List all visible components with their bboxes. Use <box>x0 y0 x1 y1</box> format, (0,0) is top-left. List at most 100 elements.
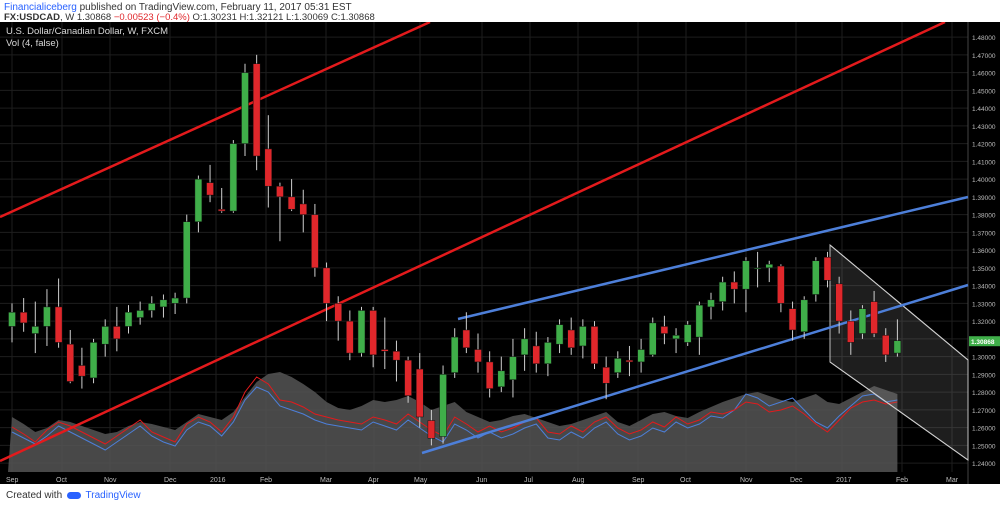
open-value: O:1.30231 <box>192 12 237 23</box>
y-tick-label: 1.36000 <box>972 248 996 255</box>
x-tick-label: Nov <box>104 477 117 484</box>
candle-body <box>54 306 63 343</box>
y-tick-label: 1.30000 <box>972 355 996 362</box>
last-price: 1.30868 <box>76 12 112 23</box>
chart-legend: U.S. Dollar/Canadian Dollar, W, FXCM Vol… <box>6 26 168 50</box>
candle-body <box>777 265 785 304</box>
candle-body <box>287 196 296 210</box>
candle-body <box>718 281 727 302</box>
high-value: H:1.32121 <box>239 12 284 23</box>
candle-body <box>427 420 436 439</box>
x-tick-label: Mar <box>946 477 959 484</box>
author-link[interactable]: Financialiceberg <box>4 2 77 13</box>
x-tick-label: 2016 <box>210 477 226 484</box>
x-tick-label: Aug <box>572 477 585 484</box>
x-tick-label: Feb <box>896 477 908 484</box>
candle-body <box>765 264 773 269</box>
candle-body <box>229 143 238 212</box>
legend-volume: Vol (4, false) <box>6 38 59 49</box>
candle-body <box>311 214 319 269</box>
candle-body <box>136 310 144 318</box>
chart-area[interactable]: 1.24000 1.25000 1.26000 1.27000 1.28000 1.290… <box>0 20 1000 484</box>
descending-channel-upper <box>829 244 969 361</box>
candle-body <box>695 304 704 338</box>
candle-body <box>462 329 471 348</box>
candle-body <box>416 368 424 418</box>
y-tick-label: 1.41000 <box>972 159 996 166</box>
candle-body <box>322 267 331 304</box>
y-tick-label: 1.37000 <box>972 230 996 237</box>
candle-body <box>299 203 307 215</box>
candle-body <box>334 303 342 322</box>
candle-body <box>19 311 28 324</box>
candle-body <box>520 338 529 356</box>
candle-body <box>252 63 261 157</box>
candle-body <box>637 349 645 363</box>
y-tick-label: 1.45000 <box>972 88 996 95</box>
x-tick-label: Oct <box>680 477 691 484</box>
y-tick-label: 1.26000 <box>972 426 996 433</box>
candle-body <box>89 342 98 379</box>
candle-body <box>159 299 168 308</box>
candle-body <box>823 256 832 281</box>
candle-body <box>753 267 762 270</box>
candle-body <box>555 324 564 345</box>
descending-channel-lower <box>829 361 969 461</box>
candle-body <box>8 311 16 327</box>
candle-body <box>625 359 634 363</box>
x-tick-label: Jul <box>524 477 533 484</box>
publish-header: Financialiceberg published on TradingVie… <box>0 0 1000 23</box>
x-tick-label: Jun <box>476 477 487 484</box>
y-tick-label: 1.47000 <box>972 53 996 60</box>
blue-channel-upper-line <box>457 195 969 321</box>
candle-body <box>357 310 366 354</box>
y-tick-label: 1.46000 <box>972 71 996 78</box>
y-tick-label: 1.32000 <box>972 319 996 326</box>
y-tick-label: 1.48000 <box>972 35 996 42</box>
publish-info: Financialiceberg published on TradingVie… <box>4 2 352 13</box>
candle-body <box>404 359 412 396</box>
price-chart[interactable]: 1.24000 1.25000 1.26000 1.27000 1.28000 1.290… <box>0 20 1000 484</box>
x-tick-label: Mar <box>320 477 333 484</box>
x-tick-label: Feb <box>260 477 272 484</box>
candle-body <box>241 72 249 144</box>
low-value: L:1.30069 <box>286 12 329 23</box>
candle-body <box>730 281 739 290</box>
candle-body <box>485 361 494 389</box>
candle-body <box>672 335 680 340</box>
candle-body <box>567 329 575 348</box>
candle-body <box>392 351 401 361</box>
created-with-label: Created with <box>6 490 63 501</box>
candle-body <box>217 209 226 212</box>
tradingview-link[interactable]: TradingView <box>85 490 141 501</box>
y-tick-label: 1.34000 <box>972 284 996 291</box>
y-tick-label: 1.28000 <box>972 390 996 397</box>
candle-body <box>124 311 133 327</box>
y-tick-label: 1.42000 <box>972 142 996 149</box>
y-tick-label: 1.25000 <box>972 443 996 450</box>
y-tick-label: 1.38000 <box>972 213 996 220</box>
candle-body <box>264 148 273 187</box>
candle-body <box>683 324 692 343</box>
candle-body <box>579 326 587 347</box>
x-tick-label: Apr <box>368 477 380 484</box>
x-tick-label: Nov <box>740 477 753 484</box>
price-change: −0.00523 (−0.4%) <box>113 12 190 23</box>
close-value: C:1.30868 <box>330 12 375 23</box>
candle-body <box>439 374 447 437</box>
candle-body <box>870 301 878 334</box>
candle-body <box>602 367 610 384</box>
legend-title: U.S. Dollar/Canadian Dollar, W, FXCM <box>6 26 169 37</box>
x-tick-label: Dec <box>164 477 177 484</box>
candle-body <box>707 299 715 308</box>
y-tick-label: 1.40000 <box>972 177 996 184</box>
candle-body <box>590 326 599 364</box>
y-tick-label: 1.43000 <box>972 124 996 131</box>
y-tick-label: 1.33000 <box>972 301 996 308</box>
volume-ma-red-line <box>11 376 898 445</box>
red-channel-lower-line <box>0 20 946 463</box>
created-with: Created with TradingView <box>6 490 141 501</box>
interval-label: W <box>65 12 75 23</box>
ohlc-summary: FX:USDCAD, W 1.30868 −0.00523 (−0.4%) O:… <box>4 12 375 23</box>
candle-body <box>788 308 797 331</box>
